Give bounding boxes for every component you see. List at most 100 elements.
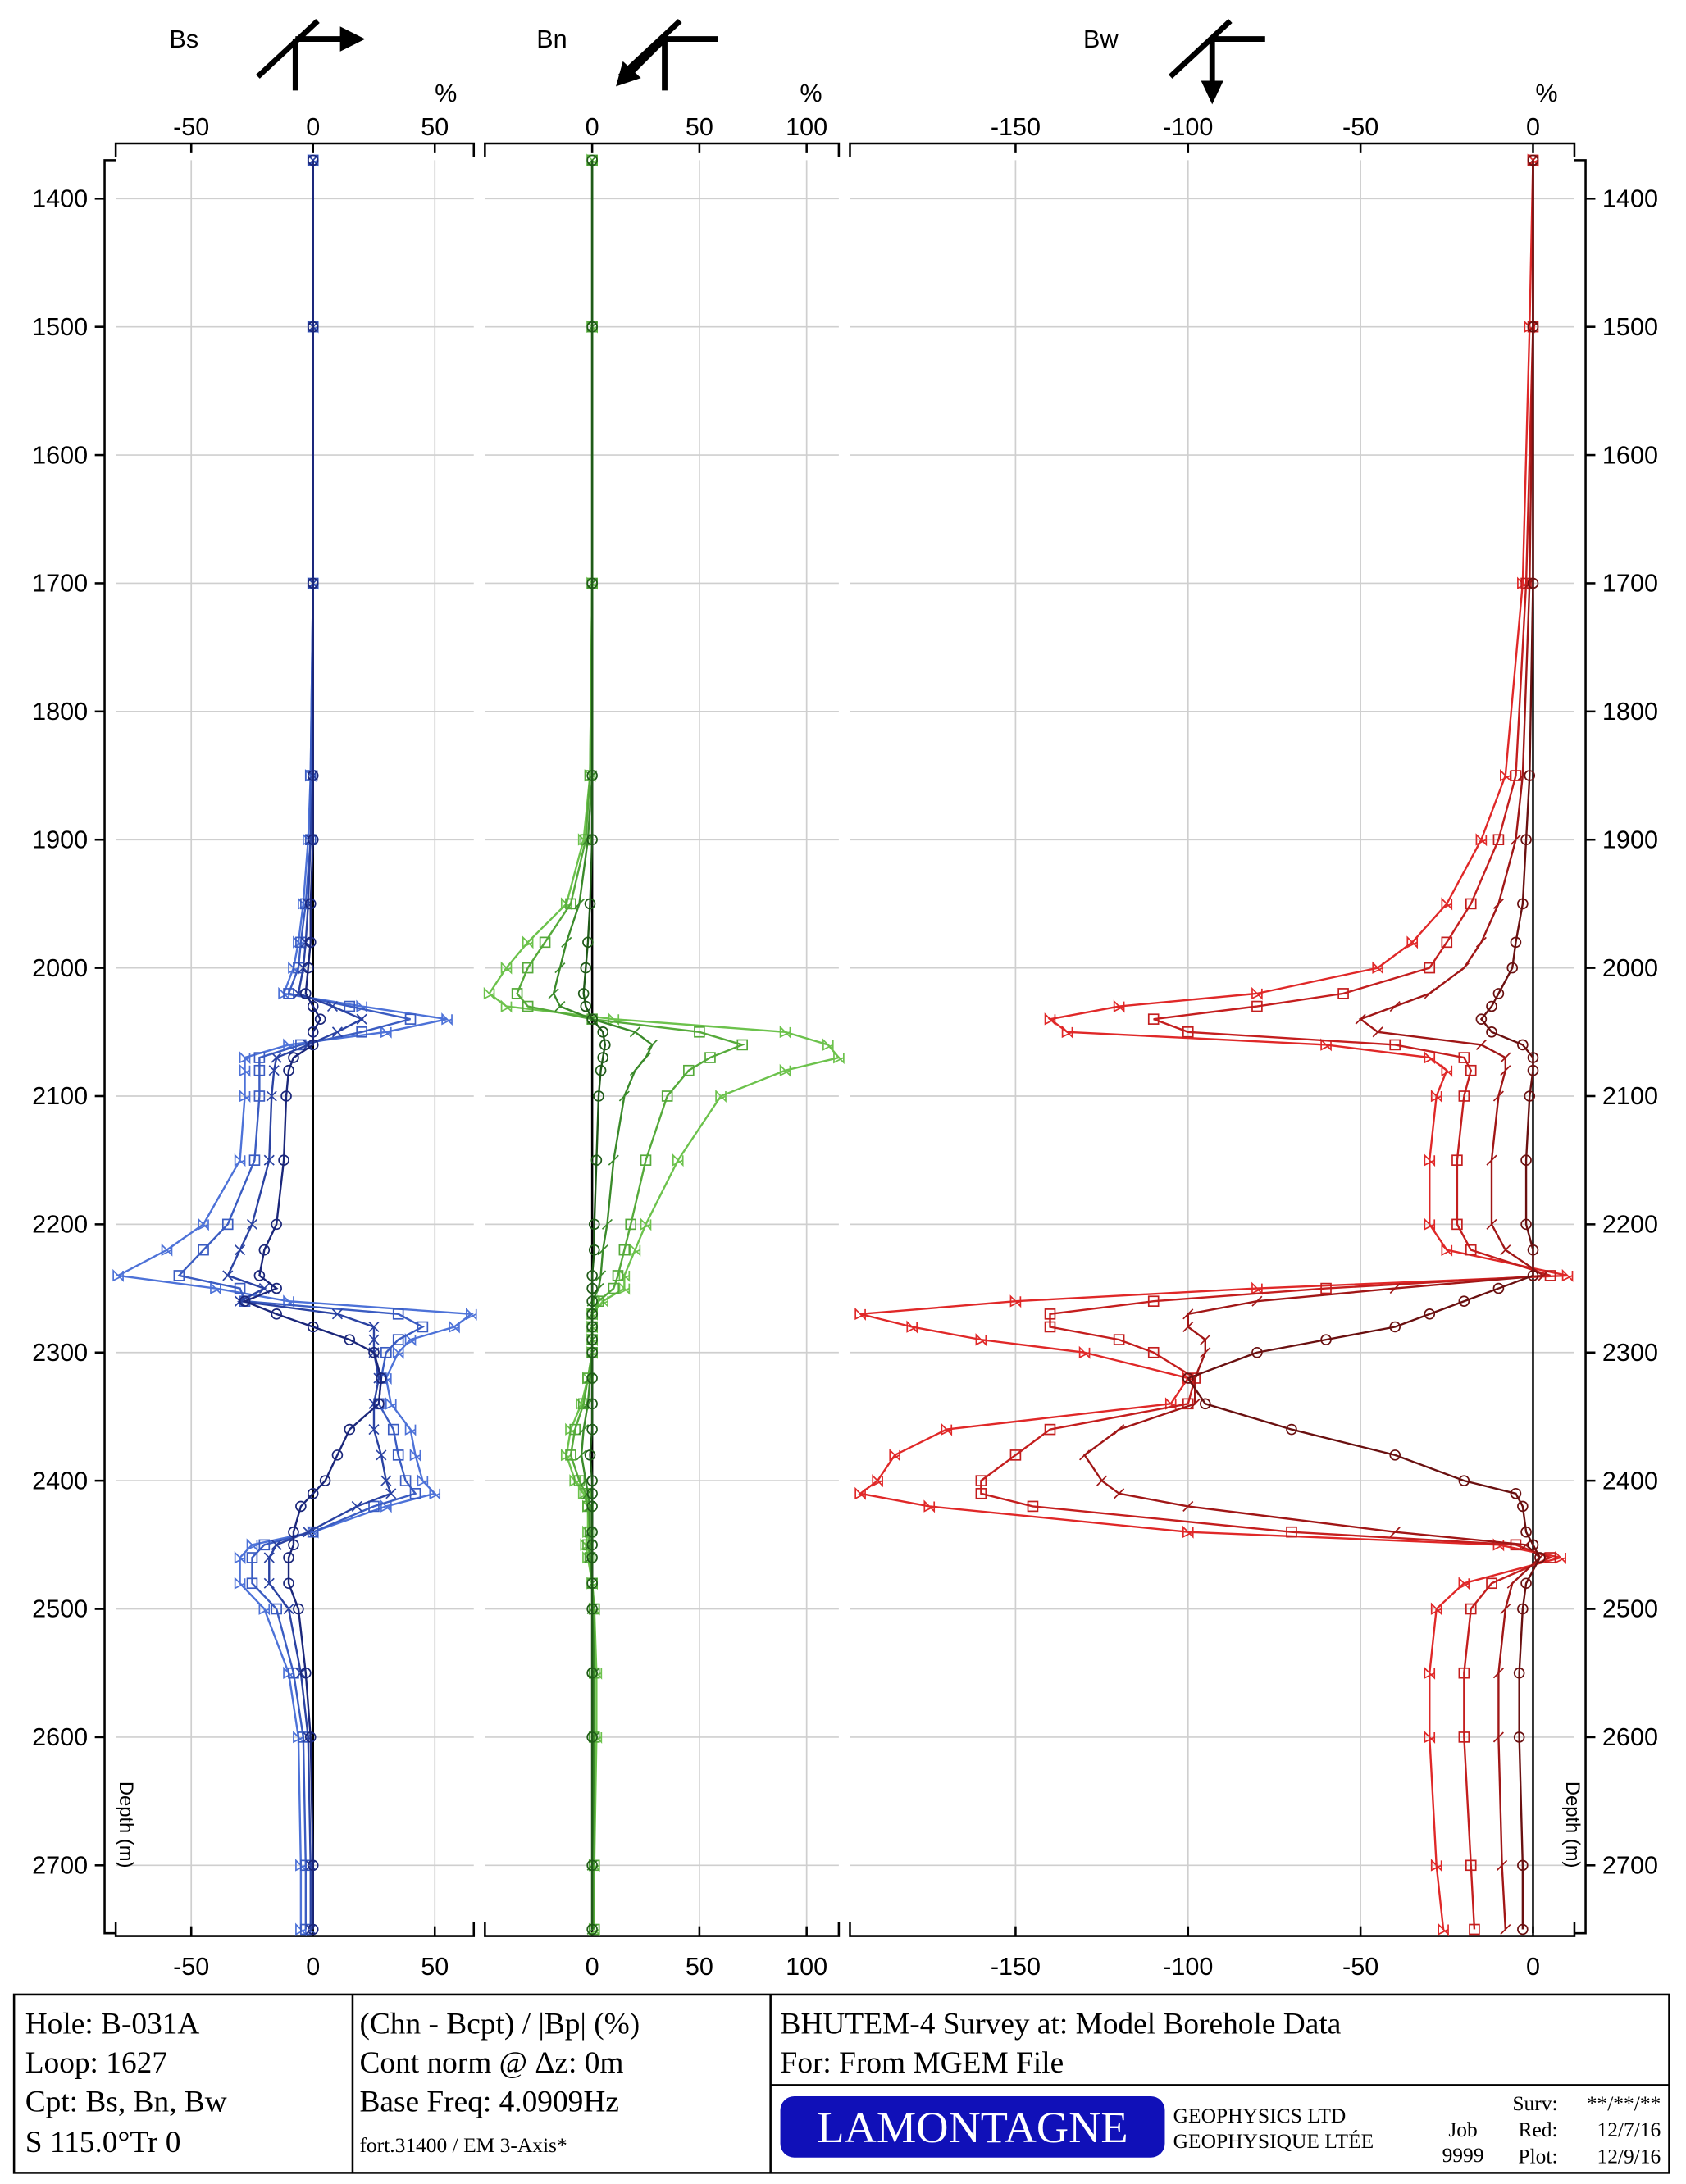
marker <box>283 1577 294 1590</box>
marker <box>640 1154 652 1166</box>
marker <box>640 1052 652 1063</box>
marker <box>234 1577 246 1590</box>
marker <box>683 1064 695 1076</box>
y-tick-label: 1400 <box>32 184 88 212</box>
marker <box>1044 1321 1056 1333</box>
marker <box>586 770 598 781</box>
marker <box>380 1475 392 1486</box>
marker <box>511 988 523 999</box>
marker <box>586 154 598 166</box>
x-axis <box>114 1922 476 1937</box>
marker <box>1389 1000 1401 1012</box>
marker <box>629 1243 641 1257</box>
marker <box>1182 1500 1194 1512</box>
marker <box>586 1321 598 1333</box>
marker <box>376 1372 387 1384</box>
x-tick-label: 0 <box>586 113 599 141</box>
marker <box>1500 1244 1511 1256</box>
marker <box>1009 1294 1022 1308</box>
marker <box>1465 1064 1477 1076</box>
marker <box>1527 321 1539 333</box>
marker <box>1527 1064 1539 1076</box>
bs-direction-icon <box>256 18 366 91</box>
marker <box>586 1282 598 1294</box>
y-tick-label: 1700 <box>32 570 88 598</box>
marker <box>1044 1012 1056 1026</box>
marker <box>586 1475 598 1486</box>
marker <box>1492 1090 1504 1102</box>
y-tick-label: 1900 <box>1602 826 1658 853</box>
marker <box>1458 1295 1470 1308</box>
marker <box>112 1268 124 1282</box>
y-tick-label: 2300 <box>1602 1339 1658 1367</box>
marker <box>1251 1295 1263 1307</box>
x-tick-label: 50 <box>686 1953 713 1981</box>
y-tick-label: 1900 <box>32 826 88 853</box>
marker <box>1200 1347 1211 1358</box>
x-tick-label: -50 <box>173 113 209 141</box>
y-tick-label: 1500 <box>32 313 88 341</box>
job-label: Job <box>1448 2118 1477 2141</box>
marker <box>1389 1039 1401 1051</box>
y-tick-label: 2400 <box>1602 1467 1658 1495</box>
y-tick-label: 1500 <box>1602 313 1658 341</box>
marker <box>1372 1026 1383 1038</box>
marker <box>246 1218 258 1230</box>
marker <box>271 1603 282 1615</box>
marker <box>351 1500 362 1512</box>
marker <box>522 962 534 974</box>
series <box>239 154 387 1936</box>
marker <box>1424 1051 1436 1065</box>
marker <box>246 1577 258 1590</box>
marker <box>1520 1154 1532 1166</box>
marker <box>1510 770 1522 781</box>
marker <box>1182 1321 1194 1333</box>
marker <box>586 1539 598 1551</box>
x-tick-label: -100 <box>1163 1953 1213 1981</box>
marker <box>1492 1731 1504 1743</box>
marker <box>239 1051 251 1065</box>
red-label: Red: <box>1518 2118 1557 2141</box>
marker <box>941 1422 953 1436</box>
marker <box>288 1052 299 1063</box>
marker <box>1061 1025 1073 1039</box>
marker <box>736 1039 749 1051</box>
series <box>577 154 611 1936</box>
marker <box>584 1527 596 1538</box>
marker <box>586 1526 598 1538</box>
marker <box>1510 936 1522 949</box>
marker <box>1458 1052 1470 1063</box>
marker <box>595 1064 607 1076</box>
marker <box>173 1270 185 1281</box>
x-tick-label: 0 <box>586 1953 599 1981</box>
x-tick-label: 50 <box>686 113 713 141</box>
marker <box>1500 1923 1511 1936</box>
marker <box>554 1000 566 1012</box>
marker <box>1320 1334 1332 1345</box>
marker <box>1527 1052 1539 1063</box>
marker <box>580 1000 592 1012</box>
panel-title: Bs <box>170 25 199 53</box>
marker <box>1337 988 1349 999</box>
marker <box>629 1026 640 1038</box>
marker <box>1524 770 1536 781</box>
marker <box>1079 1449 1091 1461</box>
marker <box>833 1051 845 1065</box>
marker <box>1517 1859 1529 1872</box>
marker <box>586 1270 598 1281</box>
marker <box>307 1487 319 1499</box>
x-tick-label: 50 <box>421 113 449 141</box>
marker <box>1486 1154 1497 1166</box>
marker <box>1009 1449 1022 1461</box>
marker <box>1424 988 1435 999</box>
marker <box>441 1012 453 1026</box>
y-tick-label: 2600 <box>32 1723 88 1751</box>
marker <box>1517 1500 1529 1513</box>
marker <box>409 1448 422 1462</box>
marker <box>1458 1731 1470 1743</box>
marker <box>923 1499 936 1513</box>
marker <box>253 1270 266 1281</box>
marker <box>608 1154 619 1166</box>
marker <box>307 1321 319 1333</box>
marker <box>580 834 592 846</box>
